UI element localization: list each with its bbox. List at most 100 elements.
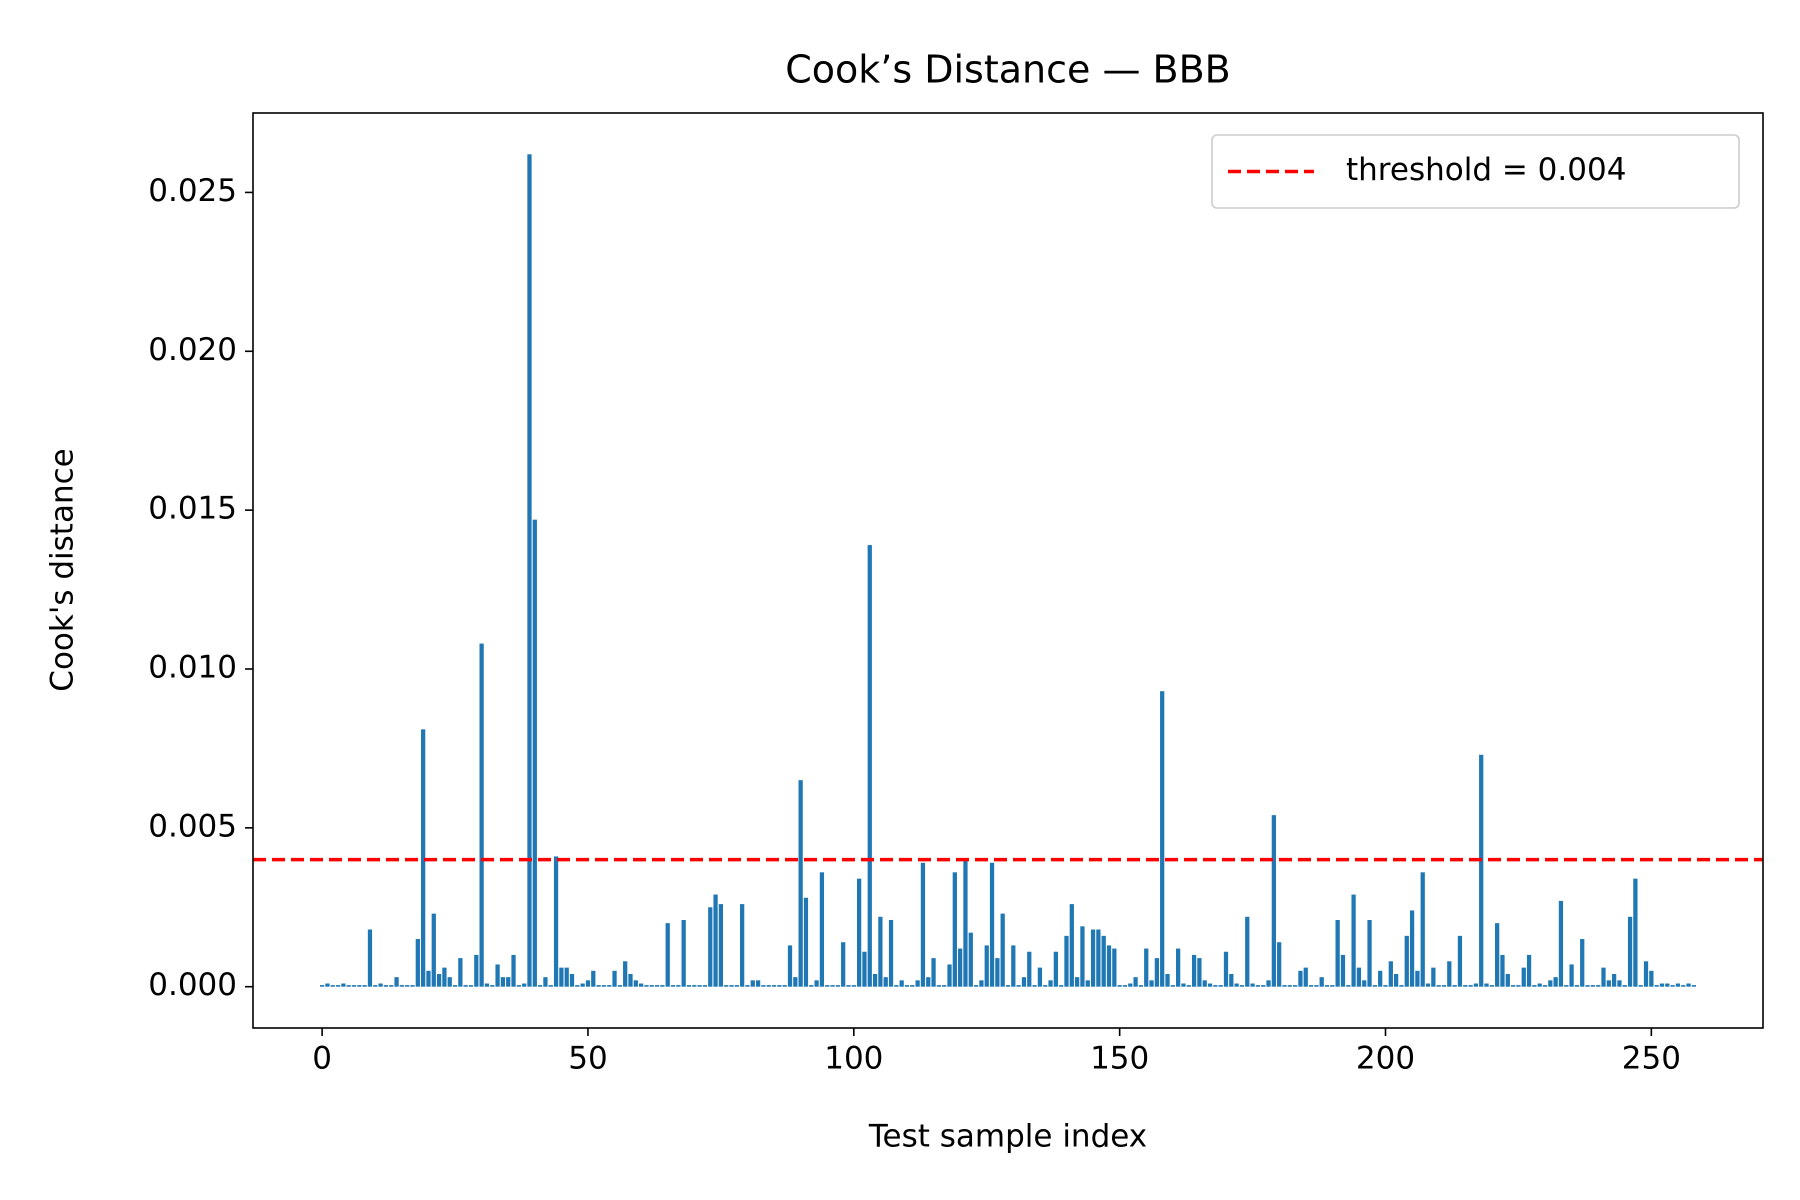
y-tick-label: 0.000 (148, 967, 237, 1003)
bar (569, 973, 575, 987)
bar (803, 897, 809, 987)
bar (777, 985, 782, 987)
bar (543, 977, 548, 987)
bar (1101, 935, 1106, 987)
bar (1638, 985, 1643, 987)
bar (319, 985, 325, 987)
bar (1239, 985, 1245, 987)
bar (1399, 985, 1404, 987)
bar (1324, 985, 1330, 987)
bar (740, 904, 745, 987)
bar (1000, 913, 1005, 987)
x-tick-label: 0 (312, 1041, 332, 1077)
bar (1292, 985, 1298, 987)
bar (1574, 985, 1580, 987)
bar (463, 985, 468, 987)
bar (1191, 954, 1197, 987)
bar (1117, 985, 1122, 987)
bar (1670, 985, 1675, 987)
bar (1314, 985, 1319, 987)
bar (1409, 910, 1415, 987)
chart-title: Cook’s Distance — BBB (785, 48, 1231, 92)
bar (1181, 983, 1186, 987)
bar (1505, 973, 1510, 987)
bar (458, 958, 463, 987)
legend-label: threshold = 0.004 (1346, 152, 1626, 188)
bar (1388, 961, 1393, 987)
bar (1064, 935, 1069, 987)
bar (814, 980, 819, 987)
bar (1425, 983, 1431, 987)
bar (1542, 985, 1548, 987)
bar (1659, 983, 1665, 987)
bar (984, 945, 989, 987)
bar (809, 985, 814, 987)
bar (942, 985, 947, 987)
bar (431, 913, 436, 987)
bar (692, 985, 697, 987)
bar (495, 964, 500, 987)
bar (1138, 985, 1144, 987)
bar (1250, 983, 1255, 987)
bar (872, 973, 878, 987)
bar (1564, 985, 1569, 987)
bar (639, 983, 644, 987)
bar (862, 951, 867, 987)
bar (1308, 985, 1314, 987)
bar (958, 948, 963, 987)
bar (628, 973, 633, 987)
bar (681, 919, 686, 987)
bar (1021, 977, 1027, 987)
bar (750, 980, 755, 987)
bar (1106, 945, 1112, 987)
bar (1149, 980, 1154, 987)
bar (670, 985, 676, 987)
bar (330, 985, 335, 987)
bar (1548, 980, 1553, 987)
bar (1128, 983, 1133, 987)
bar (1415, 970, 1420, 987)
bar (1351, 894, 1356, 987)
y-tick-label: 0.025 (148, 173, 237, 209)
bar (1372, 985, 1377, 987)
bar (1691, 985, 1697, 987)
bar (522, 983, 527, 987)
bar (1526, 954, 1532, 987)
bar (1005, 985, 1011, 987)
bar (973, 985, 979, 987)
bar (516, 985, 521, 987)
bar (1218, 985, 1223, 987)
bar (357, 985, 362, 987)
bar (931, 958, 936, 987)
bar (1207, 983, 1213, 987)
bar (410, 985, 415, 987)
bar (1298, 970, 1303, 987)
bar (1441, 985, 1447, 987)
bar (798, 780, 803, 987)
bar (1122, 985, 1128, 987)
bar (1537, 983, 1542, 987)
bar (782, 985, 787, 987)
y-tick-label: 0.020 (148, 332, 237, 368)
bar (1484, 983, 1489, 987)
bar (686, 985, 692, 987)
bar (989, 862, 995, 987)
bar (676, 985, 681, 987)
bar (1489, 985, 1494, 987)
bar (1245, 916, 1250, 987)
bar (1202, 980, 1207, 987)
bar (373, 985, 378, 987)
bar (1585, 985, 1590, 987)
bar (1457, 935, 1463, 987)
bar (1495, 923, 1500, 987)
bar (1378, 970, 1383, 987)
bar (1601, 967, 1606, 987)
bar (1096, 929, 1101, 987)
bar (1553, 977, 1558, 987)
bar (1617, 980, 1622, 987)
y-axis-label: Cook's distance (45, 448, 81, 691)
bar (910, 985, 915, 987)
bar (1160, 691, 1165, 987)
bar (623, 961, 628, 987)
bar (1627, 916, 1633, 987)
